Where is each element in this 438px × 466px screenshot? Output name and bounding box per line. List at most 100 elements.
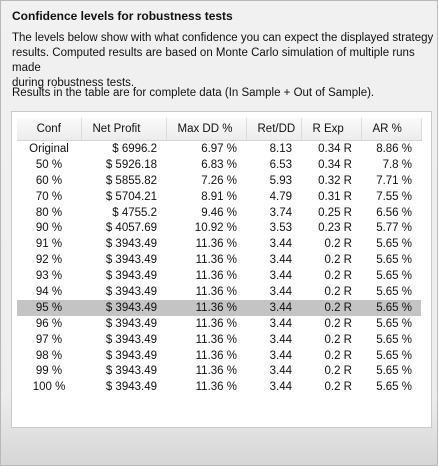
table-cell: $ 3943.49	[105, 317, 157, 330]
table-cell: 0.2 R	[324, 270, 353, 283]
table-cell: 11.36 %	[195, 381, 237, 394]
table-cell: 11.36 %	[195, 285, 237, 298]
table-cell: 9.46 %	[201, 206, 237, 219]
table-cell: 50 %	[35, 158, 63, 171]
table-row[interactable]: 97 % $ 3943.49 11.36 % 3.44 0.2 R 5.65 %	[17, 332, 421, 348]
table-cell: $ 3943.49	[105, 238, 157, 251]
table-cell: $ 3943.49	[105, 333, 157, 346]
table-cell: 3.53	[269, 222, 292, 235]
table-cell: 5.93	[269, 174, 292, 187]
table-cell: 5.65 %	[376, 381, 412, 394]
table-cell: 92 %	[35, 254, 63, 267]
table-cell: 11.36 %	[195, 317, 237, 330]
table-cell: 5.65 %	[376, 333, 412, 346]
table-cell: 5.65 %	[376, 365, 412, 378]
table-cell: 3.44	[269, 333, 292, 346]
description-line: during robustness tests.	[12, 77, 135, 89]
table-cell: 11.36 %	[195, 238, 237, 251]
table-cell: 97 %	[35, 333, 63, 346]
table-row[interactable]: 92 % $ 3943.49 11.36 % 3.44 0.2 R 5.65 %	[17, 252, 421, 268]
table-cell: 3.44	[269, 254, 292, 267]
table-cell: 98 %	[35, 349, 63, 362]
table-cell: 8.91 %	[201, 190, 237, 203]
table-cell: 0.31 R	[318, 190, 352, 203]
table-cell: 96 %	[35, 317, 63, 330]
table-cell: 6.97 %	[201, 142, 237, 155]
table-row[interactable]: 93 % $ 3943.49 11.36 % 3.44 0.2 R 5.65 %	[17, 268, 421, 284]
table-cell: $ 3943.49	[105, 285, 157, 298]
table-row[interactable]: 96 % $ 3943.49 11.36 % 3.44 0.2 R 5.65 %	[17, 316, 421, 332]
table-row[interactable]: 99 % $ 3943.49 11.36 % 3.44 0.2 R 5.65 %	[17, 363, 421, 379]
table-cell: 0.2 R	[301, 299, 361, 316]
table-cell: 8.13	[269, 142, 292, 155]
table-row[interactable]: 70 % $ 5704.21 8.91 % 4.79 0.31 R 7.55 %	[17, 189, 421, 205]
table-row[interactable]: 90 % $ 4057.69 10.92 % 3.53 0.23 R 5.77 %	[17, 220, 421, 236]
table-cell: 100 %	[32, 381, 66, 394]
table-cell: $ 5704.21	[105, 190, 157, 203]
table-cell: 0.2 R	[324, 254, 353, 267]
table-row[interactable]: 80 % $ 4755.2 9.46 % 3.74 0.25 R 6.56 %	[17, 205, 421, 221]
table-cell: $ 6996.2	[112, 142, 157, 155]
table-row[interactable]: 60 % $ 5855.82 7.26 % 5.93 0.32 R 7.71 %	[17, 173, 421, 189]
table-cell: 0.34 R	[318, 158, 352, 171]
table-row[interactable]: 91 % $ 3943.49 11.36 % 3.44 0.2 R 5.65 %	[17, 236, 421, 252]
table-cell: 11.36 %	[195, 254, 237, 267]
table-cell: 7.8 %	[382, 158, 412, 171]
table-cell: 60 %	[35, 174, 63, 187]
table-row[interactable]: 50 % $ 5926.18 6.83 % 6.53 0.34 R 7.8 %	[17, 157, 421, 173]
table-cell: 70 %	[35, 190, 63, 203]
column-header[interactable]: Conf	[17, 118, 82, 141]
table-cell: 0.2 R	[324, 238, 353, 251]
table-cell: 5.65 %	[376, 349, 412, 362]
table-cell: 6.83 %	[201, 158, 237, 171]
column-header[interactable]: AR %	[361, 118, 422, 141]
table-cell: 11.36 %	[166, 299, 246, 316]
table-cell: 5.65 %	[376, 254, 412, 267]
table-cell: $ 3943.49	[81, 299, 166, 316]
header-row: Conf Net Profit Max DD % Ret/DD R Exp AR %	[17, 118, 422, 141]
table-cell: 0.25 R	[318, 206, 352, 219]
column-header[interactable]: Max DD %	[166, 118, 247, 141]
table-row[interactable]: 95 % $ 3943.49 11.36 % 3.44 0.2 R 5.65 %	[17, 299, 421, 316]
table-cell: 5.65 %	[376, 285, 412, 298]
table-cell: 3.44	[269, 349, 292, 362]
title: Confidence levels for robustness tests	[12, 9, 233, 23]
table-cell: Original	[29, 142, 69, 155]
table-cell: 3.44	[246, 299, 301, 316]
column-header[interactable]: Net Profit	[81, 118, 167, 141]
table-cell: 0.2 R	[324, 381, 353, 394]
table-cell: 7.26 %	[201, 174, 237, 187]
table-cell: $ 3943.49	[105, 381, 157, 394]
column-header[interactable]: Ret/DD	[246, 118, 302, 141]
description: The levels below show with what confiden…	[12, 31, 437, 91]
table-cell: $ 3943.49	[105, 349, 157, 362]
table-cell: 7.71 %	[376, 174, 412, 187]
column-header[interactable]: R Exp	[301, 118, 362, 141]
table-cell: 90 %	[35, 222, 63, 235]
table-cell: 99 %	[35, 365, 63, 378]
table-row[interactable]: 100 % $ 3943.49 11.36 % 3.44 0.2 R 5.65 %	[17, 379, 421, 395]
table-row[interactable]: Original $ 6996.2 6.97 % 8.13 0.34 R 8.86 %	[17, 141, 421, 157]
table-row[interactable]: 94 % $ 3943.49 11.36 % 3.44 0.2 R 5.65 %	[17, 284, 421, 300]
table-cell: 0.23 R	[318, 222, 352, 235]
note: Results in the table are for complete da…	[12, 87, 375, 99]
table-cell: $ 4755.2	[112, 206, 157, 219]
table-cell: $ 3943.49	[105, 365, 157, 378]
table-cell: $ 4057.69	[105, 222, 157, 235]
description-line: The levels below show with what confiden…	[12, 32, 434, 44]
table-cell: 91 %	[35, 238, 63, 251]
table-cell: $ 3943.49	[105, 270, 157, 283]
table-cell: 4.79	[269, 190, 292, 203]
table-cell: 7.55 %	[376, 190, 412, 203]
table-cell: 6.53	[269, 158, 292, 171]
table-row[interactable]: 98 % $ 3943.49 11.36 % 3.44 0.2 R 5.65 %	[17, 348, 421, 364]
description-line: results. Computed results are based on M…	[12, 47, 415, 74]
table-cell: 94 %	[35, 285, 63, 298]
table-cell: 0.34 R	[318, 142, 352, 155]
table-cell: 5.65 %	[376, 270, 412, 283]
table-cell: $ 5926.18	[105, 158, 157, 171]
table-cell: 5.65 %	[361, 299, 421, 316]
table-cell: 3.44	[269, 381, 292, 394]
results-table: Conf Net Profit Max DD % Ret/DD R Exp AR % Or…	[17, 118, 422, 395]
